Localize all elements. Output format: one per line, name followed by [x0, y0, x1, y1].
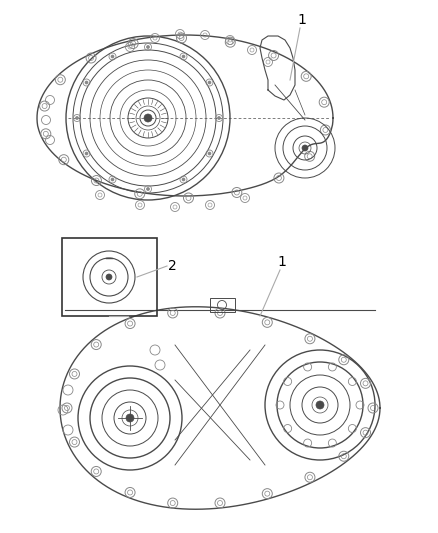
- Circle shape: [208, 81, 211, 84]
- Circle shape: [85, 152, 88, 155]
- Circle shape: [144, 114, 152, 122]
- Bar: [210, 298, 235, 312]
- Circle shape: [208, 152, 211, 155]
- Circle shape: [182, 178, 185, 181]
- Bar: [62, 238, 157, 316]
- Circle shape: [111, 55, 114, 58]
- Circle shape: [218, 117, 220, 119]
- Circle shape: [316, 401, 324, 409]
- Circle shape: [75, 117, 78, 119]
- Text: 1: 1: [297, 13, 307, 27]
- Circle shape: [146, 188, 149, 190]
- Circle shape: [85, 81, 88, 84]
- Circle shape: [126, 414, 134, 422]
- Circle shape: [111, 178, 114, 181]
- Circle shape: [146, 45, 149, 49]
- Circle shape: [106, 274, 112, 280]
- Circle shape: [182, 55, 185, 58]
- Text: 2: 2: [168, 259, 177, 273]
- Circle shape: [302, 145, 308, 151]
- Text: 1: 1: [278, 255, 286, 269]
